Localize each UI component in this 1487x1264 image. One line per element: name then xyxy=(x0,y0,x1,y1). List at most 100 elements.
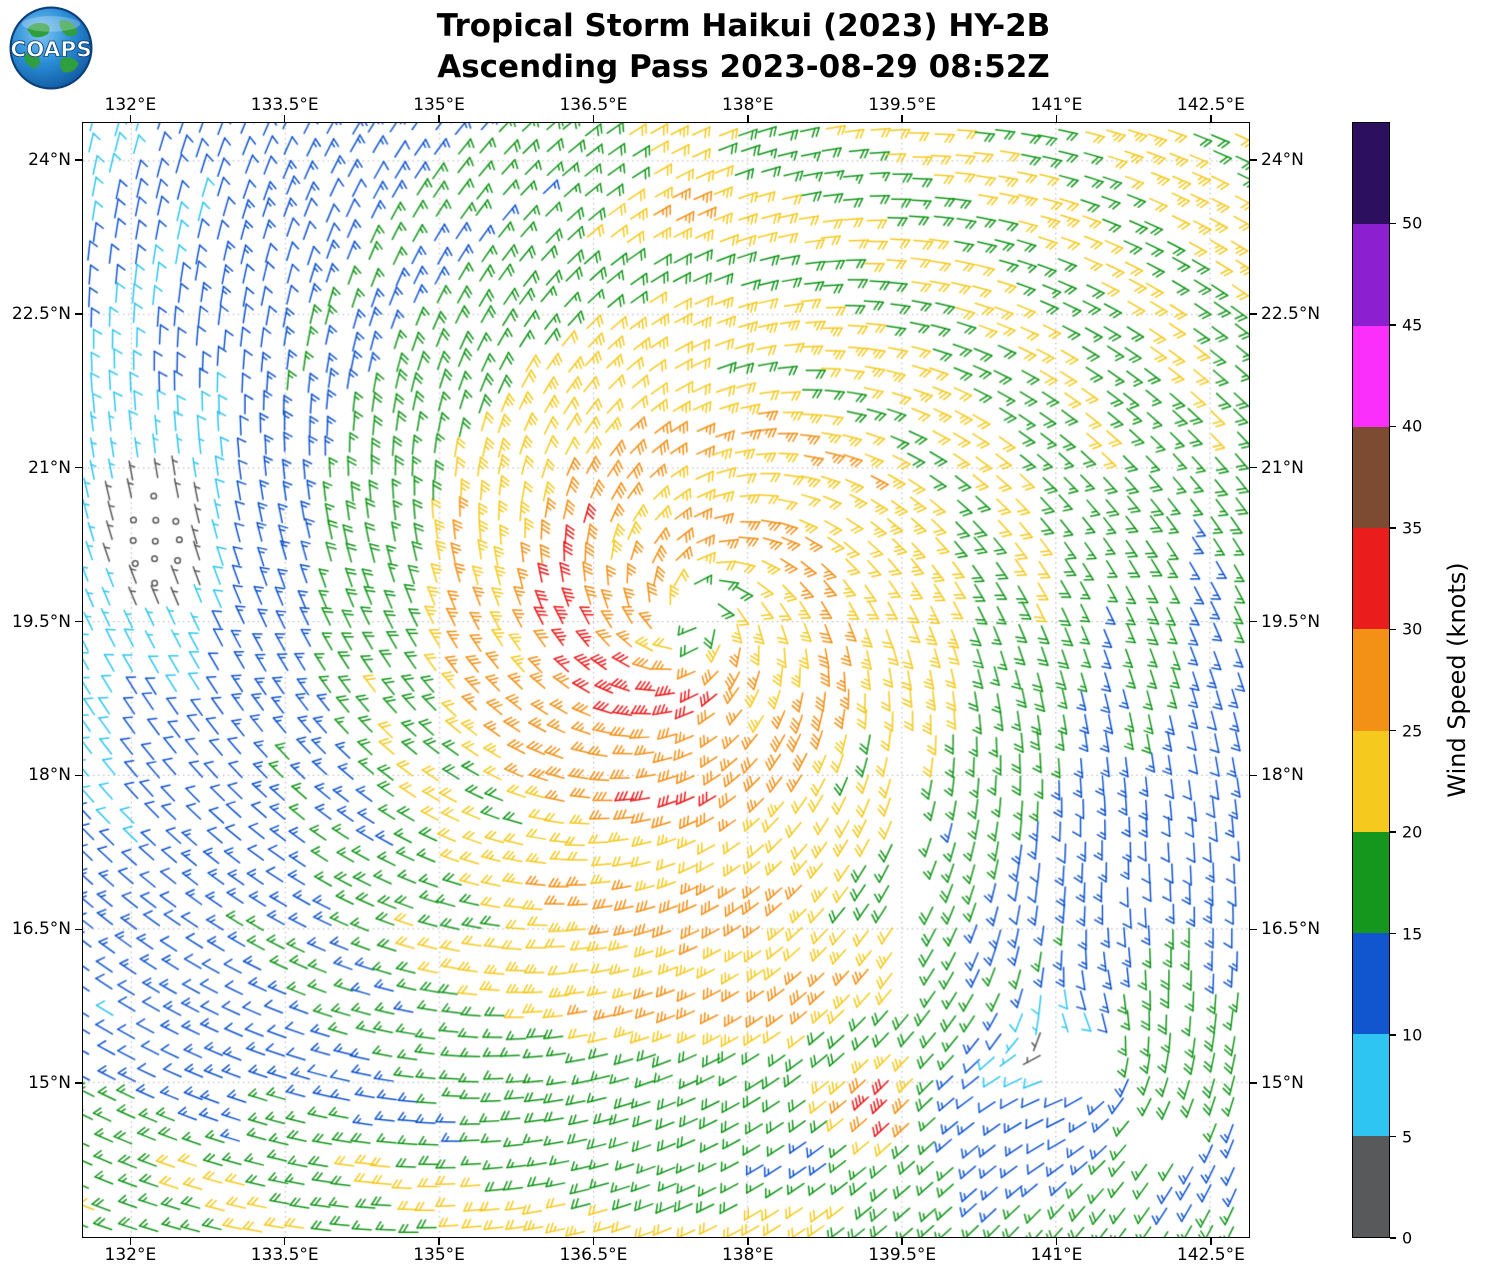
tick-mark xyxy=(75,620,82,623)
colorbar-segment xyxy=(1353,629,1389,731)
x-tick-label-top: 135°E xyxy=(413,95,465,115)
tick-mark xyxy=(1250,159,1257,161)
title-line-1: Tropical Storm Haikui (2023) HY-2B xyxy=(436,8,1051,44)
tick-mark xyxy=(283,115,286,122)
x-tick-label-bottom: 135°E xyxy=(413,1245,465,1264)
tick-mark xyxy=(1250,774,1257,777)
colorbar-segment xyxy=(1353,1135,1389,1237)
tick-mark xyxy=(75,466,82,469)
tick-mark xyxy=(75,1082,82,1084)
tick-mark xyxy=(747,1238,749,1245)
x-tick-label-top: 133.5°E xyxy=(250,95,319,115)
tick-mark xyxy=(438,1238,440,1245)
coaps-logo: COAPS xyxy=(8,5,94,91)
tick-mark xyxy=(75,928,82,930)
colorbar-segment xyxy=(1353,224,1389,326)
tick-mark xyxy=(592,1238,595,1245)
colorbar-tick-label: 50 xyxy=(1402,213,1423,233)
x-tick-label-bottom: 133.5°E xyxy=(250,1245,319,1264)
y-tick-label-left: 15°N xyxy=(28,1073,71,1094)
tick-mark xyxy=(1390,527,1396,529)
coaps-logo-text: COAPS xyxy=(10,38,91,63)
tick-mark xyxy=(1055,115,1058,122)
tick-mark xyxy=(747,115,749,122)
y-tick-label-left: 21°N xyxy=(28,457,71,478)
colorbar-segment xyxy=(1353,528,1389,630)
tick-mark xyxy=(592,115,595,122)
tick-mark xyxy=(1390,425,1396,428)
colorbar-segment xyxy=(1353,730,1389,832)
x-tick-label-bottom: 132°E xyxy=(104,1245,157,1264)
colorbar-label: Wind Speed (knots) xyxy=(1443,562,1471,798)
colorbar-segment xyxy=(1353,123,1389,225)
colorbar-tick-label: 25 xyxy=(1402,721,1423,741)
title-line-2: Ascending Pass 2023-08-29 08:52Z xyxy=(437,49,1050,85)
colorbar-segment xyxy=(1353,426,1389,529)
tick-mark xyxy=(1250,928,1257,930)
y-tick-label-left: 22.5°N xyxy=(11,303,71,324)
colorbar-tick-label: 15 xyxy=(1402,924,1423,944)
tick-mark xyxy=(901,1238,903,1245)
tick-mark xyxy=(1390,1034,1396,1036)
x-tick-label-top: 138°E xyxy=(721,95,774,115)
y-tick-label-left: 16.5°N xyxy=(11,919,71,940)
coaps-logo-globe: COAPS xyxy=(9,6,93,90)
y-tick-label-left: 19.5°N xyxy=(11,611,71,632)
x-tick-label-bottom: 138°E xyxy=(721,1245,774,1264)
tick-mark xyxy=(1390,932,1396,935)
x-tick-label-bottom: 139.5°E xyxy=(868,1245,937,1264)
wind-barb-plot xyxy=(83,123,1249,1237)
tick-mark xyxy=(438,115,440,122)
tick-mark xyxy=(75,159,82,161)
chart-title: Tropical Storm Haikui (2023) HY-2B Ascen… xyxy=(0,6,1487,88)
tick-mark xyxy=(1210,115,1212,122)
colorbar-tick-label: 0 xyxy=(1402,1228,1413,1248)
y-tick-label-right: 19.5°N xyxy=(1261,611,1321,632)
colorbar-segment xyxy=(1353,1034,1389,1136)
tick-mark xyxy=(1055,1238,1058,1245)
tick-mark xyxy=(129,1238,132,1245)
tick-mark xyxy=(1390,222,1396,225)
y-tick-label-right: 16.5°N xyxy=(1261,919,1321,940)
tick-mark xyxy=(1250,620,1257,623)
tick-mark xyxy=(1390,628,1396,631)
colorbar-tick-label: 45 xyxy=(1402,315,1423,335)
y-tick-label-right: 18°N xyxy=(1261,765,1304,786)
tick-mark xyxy=(1390,831,1396,833)
x-tick-label-bottom: 136.5°E xyxy=(559,1245,628,1264)
tick-mark xyxy=(75,313,82,315)
x-tick-label-top: 132°E xyxy=(104,95,157,115)
tick-mark xyxy=(129,115,132,122)
y-tick-label-right: 15°N xyxy=(1261,1073,1304,1094)
tick-mark xyxy=(1390,729,1396,732)
colorbar-tick-label: 40 xyxy=(1402,416,1423,436)
tick-mark xyxy=(1250,466,1257,469)
y-tick-label-left: 24°N xyxy=(28,149,71,170)
y-tick-label-right: 22.5°N xyxy=(1261,303,1321,324)
tick-mark xyxy=(283,1238,286,1245)
colorbar-tick-label: 5 xyxy=(1402,1127,1413,1147)
colorbar-tick-label: 35 xyxy=(1402,518,1423,538)
x-tick-label-bottom: 142.5°E xyxy=(1176,1245,1245,1264)
plot-frame xyxy=(82,122,1250,1238)
y-tick-label-right: 21°N xyxy=(1261,457,1304,478)
x-tick-label-top: 141°E xyxy=(1030,95,1083,115)
colorbar-tick-label: 30 xyxy=(1402,619,1423,639)
tick-mark xyxy=(901,115,903,122)
tick-mark xyxy=(1390,1237,1396,1239)
colorbar-tick-label: 20 xyxy=(1402,822,1423,842)
y-tick-label-left: 18°N xyxy=(28,765,71,786)
colorbar-segment xyxy=(1353,933,1389,1035)
colorbar xyxy=(1352,122,1390,1238)
x-tick-label-bottom: 141°E xyxy=(1030,1245,1083,1264)
colorbar-segment xyxy=(1353,325,1389,427)
tick-mark xyxy=(1210,1238,1212,1245)
y-tick-label-right: 24°N xyxy=(1261,149,1304,170)
tick-mark xyxy=(1390,324,1396,326)
colorbar-segment xyxy=(1353,831,1389,934)
x-tick-label-top: 142.5°E xyxy=(1176,95,1245,115)
tick-mark xyxy=(1250,1082,1257,1084)
x-tick-label-top: 136.5°E xyxy=(559,95,628,115)
x-tick-label-top: 139.5°E xyxy=(868,95,937,115)
